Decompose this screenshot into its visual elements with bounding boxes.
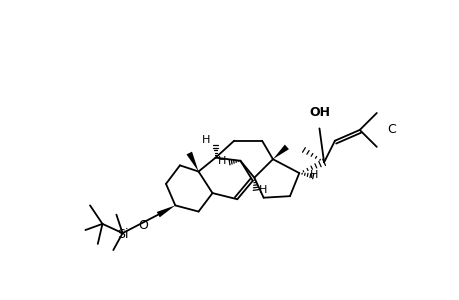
Polygon shape xyxy=(186,152,198,172)
Text: H: H xyxy=(309,169,318,180)
Polygon shape xyxy=(272,145,288,159)
Text: O: O xyxy=(138,219,147,232)
Text: C: C xyxy=(387,123,396,136)
Polygon shape xyxy=(157,206,175,217)
Text: H: H xyxy=(202,135,210,145)
Text: OH: OH xyxy=(308,106,329,119)
Text: H: H xyxy=(258,185,267,195)
Text: Si: Si xyxy=(117,228,128,241)
Text: H: H xyxy=(218,156,226,166)
